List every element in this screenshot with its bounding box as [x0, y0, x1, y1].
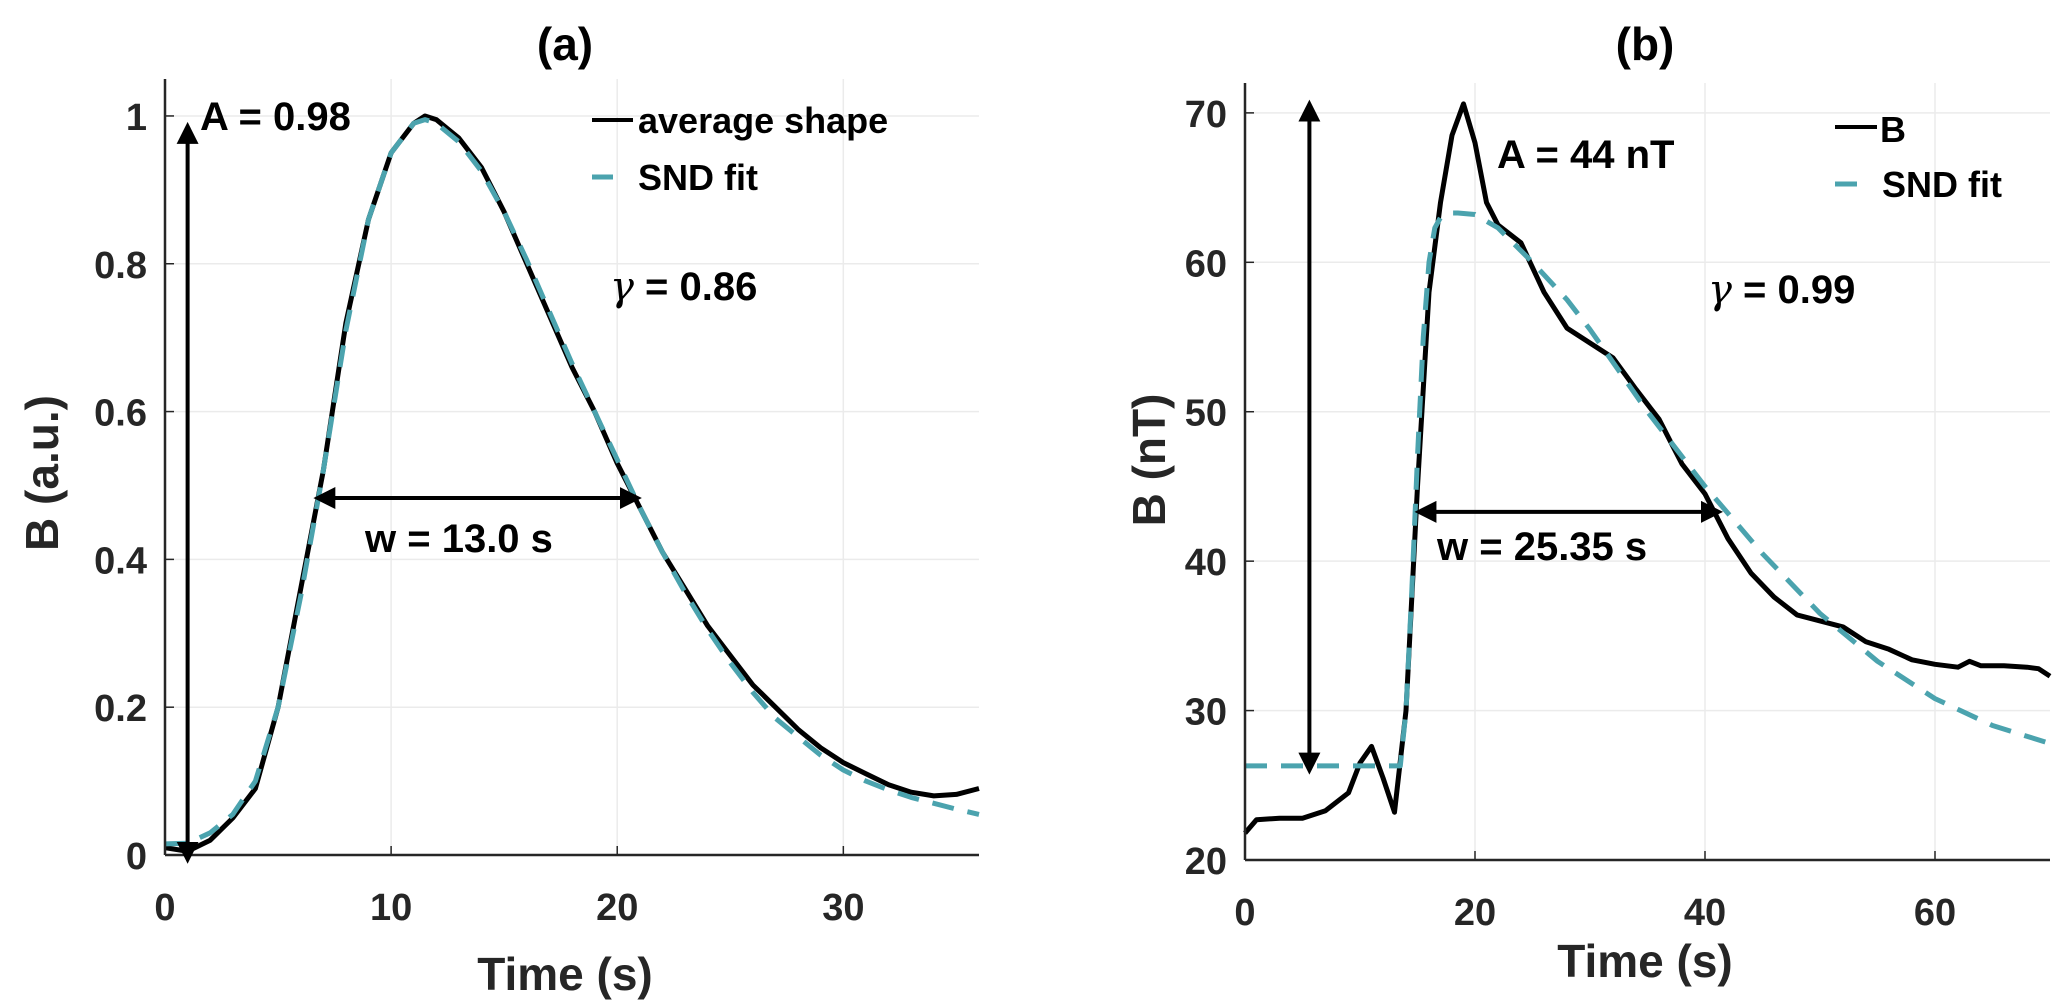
width-label: w = 25.35 s	[1436, 525, 1647, 569]
series-b-line	[1243, 101, 2052, 835]
panel-b-ylabel: B (nT)	[1123, 394, 1175, 527]
x-tick-label: 0	[1234, 892, 1255, 934]
y-tick-label: 30	[1185, 692, 1227, 734]
y-tick-label: 60	[1185, 243, 1227, 285]
panel-a-grid	[165, 79, 979, 855]
y-tick-label: 0.8	[94, 245, 147, 287]
legend-label-snd-fit: SND fit	[1882, 164, 2002, 205]
x-tick-label: 0	[154, 887, 175, 929]
series-snd-fit-line	[164, 117, 980, 847]
panel-b-title: (b)	[1616, 18, 1675, 70]
y-tick-label: 20	[1185, 841, 1227, 883]
gamma-symbol: γ	[1708, 267, 1732, 313]
series-average-shape-line	[164, 113, 980, 854]
gamma-label: γ = 0.99	[1708, 267, 1855, 313]
y-tick-label: 0.6	[94, 393, 147, 435]
x-tick-label: 40	[1684, 892, 1726, 934]
x-tick-label: 20	[1454, 892, 1496, 934]
width-label: w = 13.0 s	[364, 517, 553, 561]
legend-label-b: B	[1880, 109, 1906, 150]
panel-a: (a) 0 10 20 30 0 0.2 0.4 0.6 0.8 1 A = 0.98 γ = 0…	[16, 18, 980, 1000]
gamma-value: = 0.86	[634, 265, 757, 309]
gamma-symbol: γ	[610, 264, 634, 310]
x-tick-label: 60	[1914, 892, 1956, 934]
panel-b-series	[1243, 101, 2052, 835]
y-tick-label: 70	[1185, 94, 1227, 136]
gamma-label: γ = 0.86	[610, 264, 757, 310]
y-tick-label: 1	[126, 97, 147, 139]
amplitude-label: A = 0.98	[200, 95, 351, 139]
panel-a-title: (a)	[537, 18, 593, 70]
panel-a-series	[164, 113, 980, 854]
y-tick-label: 40	[1185, 542, 1227, 584]
panel-b-annotations: A = 44 nT γ = 0.99 w = 25.35 s	[1298, 99, 1855, 775]
x-tick-label: 30	[822, 887, 864, 929]
legend-label-average-shape: average shape	[638, 100, 888, 141]
panel-a-ylabel: B (a.u.)	[16, 395, 68, 551]
amplitude-label: A = 44 nT	[1497, 133, 1674, 177]
y-tick-label: 0.4	[94, 540, 147, 582]
x-tick-label: 10	[370, 887, 412, 929]
panel-a-axes: 0 10 20 30 0 0.2 0.4 0.6 0.8 1	[94, 79, 979, 929]
legend-label-snd-fit: SND fit	[638, 157, 758, 198]
panel-a-legend: average shape SND fit	[592, 100, 888, 198]
panel-a-annotations: A = 0.98 γ = 0.86 w = 13.0 s	[176, 95, 757, 864]
y-tick-label: 0	[126, 836, 147, 878]
panel-b-xlabel: Time (s)	[1557, 935, 1733, 987]
y-tick-label: 50	[1185, 393, 1227, 435]
panel-a-xlabel: Time (s)	[477, 948, 653, 1000]
x-tick-label: 20	[596, 887, 638, 929]
y-tick-label: 0.2	[94, 688, 147, 730]
panel-b-legend: B SND fit	[1835, 109, 2002, 205]
gamma-value: = 0.99	[1732, 268, 1855, 312]
series-snd-fit-line	[1245, 210, 2051, 769]
